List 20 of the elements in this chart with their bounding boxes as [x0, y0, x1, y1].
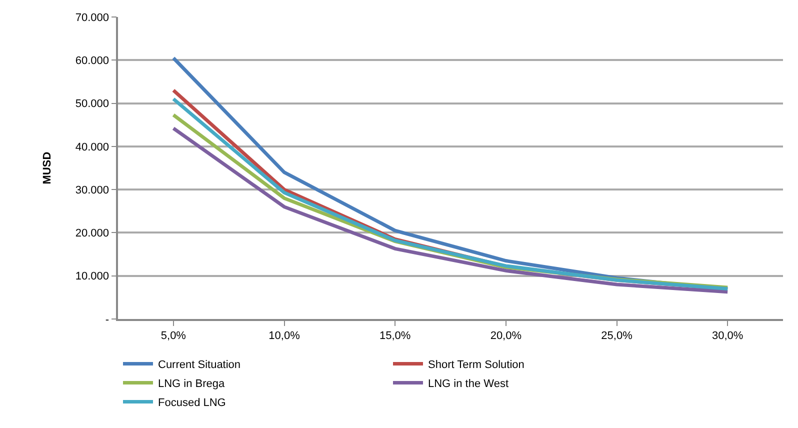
x-tick-label: 30,0% — [712, 330, 744, 342]
y-axis-title: MUSD — [42, 152, 54, 184]
y-tick-label: 10.000 — [75, 270, 110, 283]
y-tick-label: 20.000 — [75, 228, 110, 240]
y-tick-label: - — [105, 314, 110, 326]
x-tick-label: 15,0% — [379, 330, 411, 342]
y-tick-label: 40.000 — [75, 141, 110, 154]
x-tick-label: 10,0% — [268, 330, 300, 342]
legend-label: Current Situation — [158, 358, 241, 371]
y-tick-label: 30.000 — [75, 184, 110, 196]
legend-label: Focused LNG — [158, 396, 226, 409]
x-tick-label: 5,0% — [160, 330, 186, 342]
y-tick-label: 50.000 — [75, 98, 110, 110]
legend-label: Short Term Solution — [428, 358, 524, 371]
legend-label: LNG in the West — [428, 378, 508, 390]
y-tick-label: 70.000 — [75, 12, 110, 24]
x-tick-label: 25,0% — [601, 330, 633, 342]
x-tick-label: 20,0% — [490, 330, 522, 342]
y-tick-label: 60.000 — [75, 54, 110, 67]
legend-label: LNG in Brega — [158, 378, 226, 390]
